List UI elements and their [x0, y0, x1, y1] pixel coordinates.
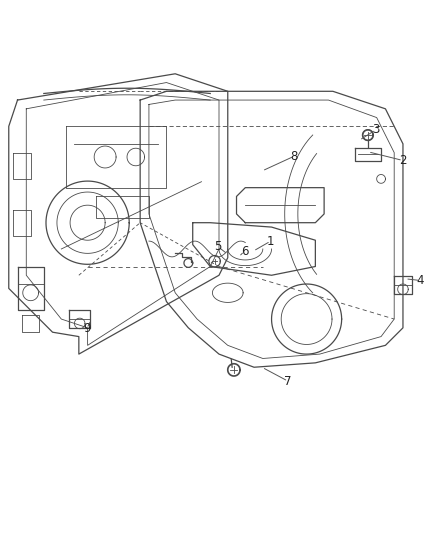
Text: 1: 1: [267, 235, 275, 248]
Text: 9: 9: [83, 322, 91, 335]
Text: 4: 4: [417, 274, 424, 287]
Text: 5: 5: [215, 240, 222, 253]
Text: 7: 7: [284, 375, 292, 387]
Text: 2: 2: [399, 154, 407, 167]
Text: 8: 8: [291, 150, 298, 163]
Text: 6: 6: [240, 245, 248, 257]
Text: 3: 3: [372, 123, 379, 136]
